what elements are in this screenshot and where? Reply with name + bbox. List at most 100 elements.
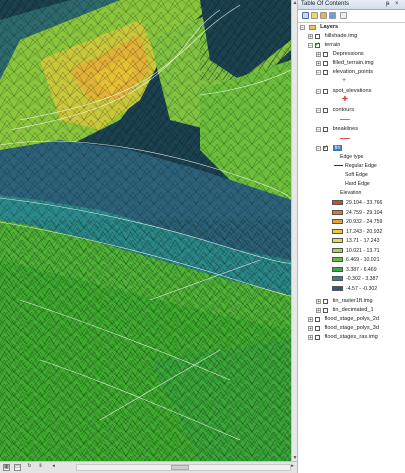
edge-type-legend-item: Hard Edge: [334, 180, 370, 188]
elevation-class-label: -0.302 - 3.387: [346, 276, 379, 282]
layer-flood-ras[interactable]: + flood_stages_ras.img: [308, 333, 378, 341]
layer-tin[interactable]: − tin: [316, 144, 343, 152]
elevation-heading: Elevation: [340, 190, 362, 196]
edge-line-swatch: [334, 165, 343, 167]
refresh-icon[interactable]: ↻: [27, 463, 32, 469]
elevation-color-swatch: [332, 228, 343, 234]
layer-visibility-checkbox[interactable]: [323, 144, 328, 152]
scroll-left-icon[interactable]: ◂: [52, 463, 55, 469]
layer-visibility-checkbox[interactable]: [315, 41, 320, 49]
pin-icon[interactable]: ᵽ: [386, 1, 390, 7]
scroll-up-icon[interactable]: ▲: [292, 0, 298, 6]
edge-type-label: Hard Edge: [345, 181, 370, 187]
elevation-class-label: 17.243 - 20.932: [346, 228, 383, 235]
layer-contours[interactable]: − contours: [316, 106, 354, 114]
elevation-color-swatch: [332, 247, 343, 253]
map-vertical-scrollbar[interactable]: ▲ ▼: [291, 0, 297, 461]
list-by-selection-icon[interactable]: [329, 12, 336, 19]
expand-icon[interactable]: +: [316, 298, 321, 305]
layer-label: contours: [332, 107, 355, 113]
elevation-color-swatch: [332, 209, 343, 215]
expand-icon[interactable]: +: [316, 51, 321, 58]
layer-visibility-checkbox[interactable]: [315, 33, 320, 39]
list-by-drawing-order-icon[interactable]: [302, 12, 309, 19]
layer-flood-3d[interactable]: + flood_stage_polys_3d: [308, 324, 379, 332]
layer-visibility-checkbox[interactable]: [323, 307, 328, 313]
toc-title-bar: Table Of Contents ᵽ ×: [298, 0, 405, 10]
collapse-icon[interactable]: −: [300, 24, 305, 31]
scroll-right-icon[interactable]: ▸: [291, 463, 294, 469]
layer-visibility-checkbox[interactable]: [323, 126, 328, 132]
layer-visibility-checkbox[interactable]: [315, 316, 320, 322]
elevation-class-label: 20.932 - 24.759: [346, 219, 383, 225]
options-icon[interactable]: [340, 12, 347, 19]
layer-spot-elevations[interactable]: − spot_elevations: [316, 87, 371, 95]
elevation-color-swatch: [332, 276, 343, 282]
map-canvas[interactable]: [0, 0, 291, 461]
list-by-visibility-icon[interactable]: [320, 12, 327, 19]
elevation-color-swatch: [332, 238, 343, 244]
layout-view-icon[interactable]: ▭: [14, 464, 21, 471]
layer-visibility-checkbox[interactable]: [323, 60, 328, 66]
list-by-source-icon[interactable]: [311, 12, 318, 19]
expand-icon[interactable]: +: [316, 307, 321, 314]
scroll-down-icon[interactable]: ▼: [292, 455, 298, 461]
layer-label: elevation_points: [332, 69, 373, 75]
layer-label: tin_decimated_1: [332, 307, 374, 313]
data-view-icon[interactable]: ▦: [3, 464, 10, 471]
layer-visibility-checkbox[interactable]: [323, 51, 328, 57]
layer-visibility-checkbox[interactable]: [323, 69, 328, 75]
layer-group-root[interactable]: − Layers: [300, 23, 338, 31]
map-horizontal-scrollbar[interactable]: [76, 464, 291, 471]
collapse-icon[interactable]: −: [308, 42, 313, 49]
expand-icon[interactable]: +: [308, 325, 313, 332]
layer-label: hillshade.img: [324, 33, 358, 39]
elevation-class-label: 6.469 - 10.021: [346, 257, 380, 263]
expand-icon[interactable]: +: [308, 33, 313, 40]
tin-surface-render: [0, 0, 291, 461]
collapse-icon[interactable]: −: [316, 145, 321, 152]
expand-icon[interactable]: +: [308, 316, 313, 323]
table-of-contents-panel: Table Of Contents ᵽ × − Layers + hillsha…: [297, 0, 405, 473]
layer-visibility-checkbox[interactable]: [323, 298, 328, 304]
layer-depressions[interactable]: + Depressions: [316, 50, 364, 58]
layer-tin-decimated[interactable]: + tin_decimated_1: [316, 306, 374, 314]
layer-breaklines[interactable]: − breaklines: [316, 125, 358, 133]
map-status-bar: ▦ ▭ ↻ Ⅱ ◂ ▸: [0, 461, 297, 473]
elevation-class-legend-item: 29.104 - 33.766: [332, 199, 382, 207]
edge-line-swatch: [334, 183, 343, 184]
layer-visibility-checkbox[interactable]: [315, 325, 320, 331]
layer-label: terrain: [324, 42, 341, 48]
collapse-icon[interactable]: −: [316, 126, 321, 133]
layer-visibility-checkbox[interactable]: [323, 88, 328, 94]
elevation-class-label: 29.104 - 33.766: [346, 200, 383, 206]
edge-type-legend-item: Regular Edge: [334, 162, 377, 170]
collapse-icon[interactable]: −: [316, 107, 321, 114]
expand-icon[interactable]: +: [308, 334, 313, 341]
elevation-color-swatch: [332, 219, 343, 225]
layers-root-label: Layers: [320, 24, 339, 30]
toc-toolbar: [298, 10, 405, 23]
elevation-class-label: 10.021 - 13.71: [346, 247, 380, 254]
layer-visibility-checkbox[interactable]: [323, 107, 328, 113]
layer-label: tin_raster1ft.img: [332, 298, 373, 304]
close-icon[interactable]: ×: [395, 1, 399, 7]
elevation-color-swatch: [332, 285, 343, 291]
layer-visibility-checkbox[interactable]: [315, 334, 320, 340]
layer-flood-2d[interactable]: + flood_stage_polys_2d: [308, 315, 379, 323]
layer-elevation-points[interactable]: − elevation_points: [316, 68, 373, 76]
pause-drawing-icon[interactable]: Ⅱ: [39, 463, 42, 469]
layer-group-terrain[interactable]: − terrain: [308, 41, 340, 49]
scroll-thumb[interactable]: [171, 465, 189, 470]
elevation-class-legend-item: 24.759 - 29.104: [332, 209, 382, 217]
edge-line-swatch: [334, 174, 343, 175]
edge-type-heading: Edge type: [340, 154, 364, 160]
layer-tin-raster[interactable]: + tin_raster1ft.img: [316, 297, 373, 305]
layer-filled-terrain[interactable]: + filled_terrain.img: [316, 59, 374, 67]
layer-label: filled_terrain.img: [332, 60, 374, 66]
layer-hillshade[interactable]: + hillshade.img: [308, 32, 357, 40]
collapse-icon[interactable]: −: [316, 69, 321, 76]
expand-icon[interactable]: +: [316, 60, 321, 67]
collapse-icon[interactable]: −: [316, 88, 321, 95]
layer-label: flood_stage_polys_2d: [324, 316, 379, 322]
